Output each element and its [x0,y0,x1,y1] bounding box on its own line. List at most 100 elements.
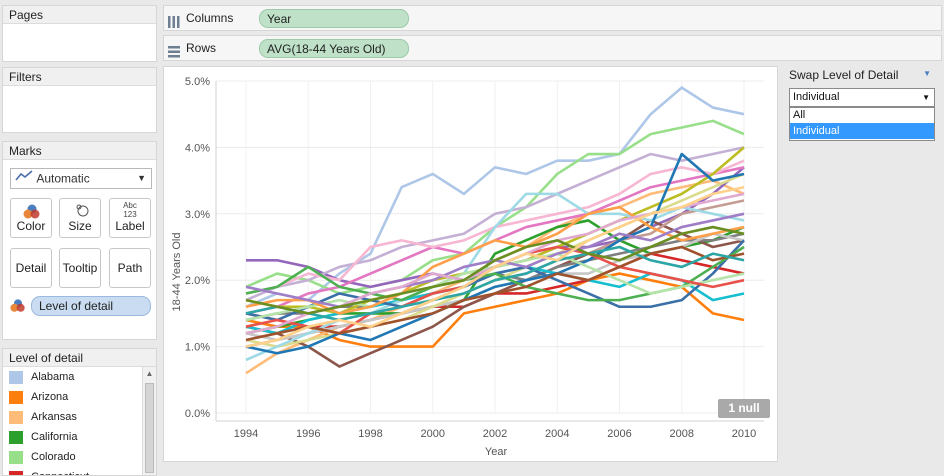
legend-item[interactable]: Arizona [9,387,68,407]
pages-card: Pages [2,5,157,62]
tooltip-button-label: Tooltip [62,261,98,275]
legend-card: Level of detail Alabama Arizona Arkansas Ca… [2,348,157,476]
x-tick-label: 2004 [545,428,569,440]
y-axis-title: 18-44 Years Old [171,233,183,312]
swap-option-all-label: All [793,109,806,121]
detail-color-icon [10,298,26,317]
columns-shelf-label: Columns [168,6,233,30]
x-axis-title: Year [485,446,508,458]
color-button-label: Color [16,219,46,233]
series-line[interactable] [245,152,745,355]
series-line[interactable] [245,185,745,348]
series-line[interactable] [245,146,745,302]
x-tick-label: 1996 [296,428,320,440]
path-button-label: Path [117,261,143,275]
level-of-detail-pill[interactable]: Level of detail [31,296,151,316]
color-button[interactable]: Color [10,198,52,238]
scrollbar-thumb[interactable] [145,383,154,473]
legend-item[interactable]: Arkansas [9,407,77,427]
year-pill[interactable]: Year [259,9,409,28]
line-chart[interactable]: 1994 1996 1998 2000 2002 2004 2006 2008 2010 0.0%… [164,67,779,463]
legend-label: California [31,431,78,443]
columns-shelf[interactable]: Columns Year [163,5,942,31]
legend-item[interactable]: Colorado [9,447,76,467]
y-tick-label: 5.0% [185,76,210,88]
swap-select[interactable]: Individual ▼ [789,88,935,107]
marks-title: Marks [3,142,156,160]
mark-type-value: Automatic [36,171,90,186]
x-tick-label: 2006 [607,428,631,440]
rows-label: Rows [186,41,217,55]
legend-scrollbar[interactable]: ▲ [142,367,156,475]
columns-label: Columns [186,11,234,25]
x-tick-label: 2008 [670,428,694,440]
y-tick-label: 2.0% [185,275,210,287]
x-tick-label: 1994 [234,428,258,440]
panel-menu-icon[interactable]: ▼ [923,69,931,78]
size-button-label: Size [68,219,92,233]
legend-swatch [9,370,23,384]
swap-option-individual-label: Individual [793,125,840,137]
null-badge[interactable]: 1 null [718,399,770,418]
line-chart-icon [15,169,33,188]
x-tick-label: 2000 [421,428,445,440]
label-icon: Abc 123 [123,201,137,219]
columns-icon [168,12,180,28]
swap-options-list: All Individual [789,107,935,141]
y-tick-label: 1.0% [185,342,210,354]
swap-title: Swap Level of Detail [789,68,899,82]
color-icon [23,204,41,223]
legend-swatch [9,410,23,424]
tooltip-button[interactable]: Tooltip [59,248,101,288]
legend-item[interactable]: Connecticut [9,467,89,475]
series-line[interactable] [245,245,745,322]
level-of-detail-pill-label: Level of detail [39,299,114,313]
y-tick-label: 3.0% [185,209,210,221]
series-line[interactable] [245,245,745,342]
x-tick-label: 2010 [732,428,756,440]
legend-item[interactable]: Alabama [9,367,74,387]
legend-item[interactable]: California [9,427,77,447]
legend-list: Alabama Arizona Arkansas California Colorado… [3,367,143,475]
legend-swatch [9,390,23,404]
legend-label: Arizona [31,391,69,403]
path-button[interactable]: Path [109,248,151,288]
scroll-up-arrow-icon[interactable]: ▲ [145,369,154,378]
detail-button[interactable]: Detail [10,248,52,288]
legend-label: Colorado [31,451,76,463]
swap-title-bar: Swap Level of Detail ▼ [786,68,936,84]
filters-title: Filters [3,68,156,86]
rows-icon [168,42,180,58]
swap-option-all[interactable]: All [790,108,934,123]
label-button-label: Label [115,219,145,233]
null-badge-label: 1 null [728,401,760,415]
avg-pill[interactable]: AVG(18-44 Years Old) [259,39,409,58]
chart-card: 1994 1996 1998 2000 2002 2004 2006 2008 2010 0.0%… [163,66,778,462]
label-button[interactable]: Abc 123 Label [109,198,151,238]
pages-title: Pages [3,6,156,24]
series-line[interactable] [245,225,745,315]
legend-label: Alabama [31,371,75,383]
rows-shelf[interactable]: Rows AVG(18-44 Years Old) [163,35,942,61]
size-button[interactable]: Size [59,198,101,238]
legend-swatch [9,430,23,444]
x-tick-label: 1998 [358,428,382,440]
legend-label: Connecticut [31,467,89,475]
x-tick-label: 2002 [483,428,507,440]
legend-label: Arkansas [31,411,77,423]
y-tick-label: 4.0% [185,142,210,154]
chevron-down-icon: ▼ [137,173,146,183]
swap-panel: Swap Level of Detail ▼ Individual ▼ All … [786,66,938,146]
swap-option-individual[interactable]: Individual [790,123,934,139]
rows-shelf-label: Rows [168,36,216,60]
swap-select-value: Individual [793,91,840,103]
filters-card[interactable]: Filters [2,67,157,133]
legend-swatch [9,470,23,475]
marks-card: Marks Automatic ▼ Color Size Abc 123 Lab… [2,141,157,340]
y-tick-label: 0.0% [185,408,210,420]
legend-title: Level of detail [3,349,156,367]
series-line[interactable] [245,86,745,308]
mark-type-select[interactable]: Automatic ▼ [10,168,152,189]
chevron-down-icon: ▼ [922,93,930,102]
series-line[interactable] [245,192,745,362]
